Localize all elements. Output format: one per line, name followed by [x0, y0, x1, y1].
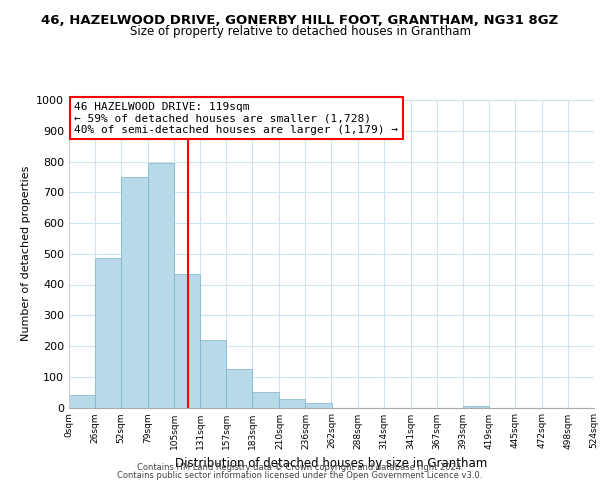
Text: 46 HAZELWOOD DRIVE: 119sqm
← 59% of detached houses are smaller (1,728)
40% of s: 46 HAZELWOOD DRIVE: 119sqm ← 59% of deta…: [74, 102, 398, 134]
Text: Contains public sector information licensed under the Open Government Licence v3: Contains public sector information licen…: [118, 472, 482, 480]
Text: Size of property relative to detached houses in Grantham: Size of property relative to detached ho…: [130, 25, 470, 38]
Bar: [305, 403, 331, 407]
Bar: [280, 399, 305, 407]
Y-axis label: Number of detached properties: Number of detached properties: [20, 166, 31, 342]
Bar: [226, 369, 253, 408]
Bar: [148, 163, 174, 408]
Text: Contains HM Land Registry data © Crown copyright and database right 2024.: Contains HM Land Registry data © Crown c…: [137, 462, 463, 471]
Text: 46, HAZELWOOD DRIVE, GONERBY HILL FOOT, GRANTHAM, NG31 8GZ: 46, HAZELWOOD DRIVE, GONERBY HILL FOOT, …: [41, 14, 559, 27]
Bar: [200, 340, 226, 407]
Bar: [121, 177, 148, 408]
Bar: [463, 406, 489, 407]
X-axis label: Distribution of detached houses by size in Grantham: Distribution of detached houses by size …: [175, 457, 488, 470]
Bar: [69, 394, 95, 407]
Bar: [174, 274, 200, 407]
Bar: [253, 392, 280, 407]
Bar: [95, 258, 121, 408]
